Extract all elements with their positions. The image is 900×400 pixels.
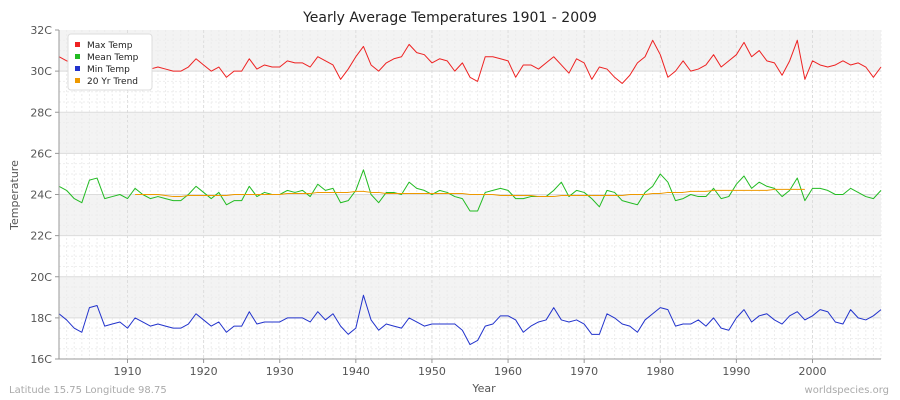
min-temp-series-line xyxy=(58,294,882,346)
x-tick-label: 1970 xyxy=(570,365,598,378)
max-temp-legend-swatch xyxy=(75,42,80,47)
y-tick-label: 20C xyxy=(30,271,52,284)
coordinates-caption: Latitude 15.75 Longitude 98.75 xyxy=(9,385,167,396)
x-tick-label: 1920 xyxy=(190,365,218,378)
axes: 16C 18C 20C 22C 24C 26C 28C 30C 32C 1910 1920 1930 1… xyxy=(30,24,881,378)
20-yr-trend-legend-label: 20 Yr Trend xyxy=(87,77,138,87)
y-tick-label: 32C xyxy=(30,24,52,37)
legend: Max Temp Mean Temp Min Temp 20 Yr Trend xyxy=(67,33,153,91)
x-tick-label: 1910 xyxy=(114,365,142,378)
x-axis-label: Year xyxy=(471,382,496,395)
y-tick-label: 30C xyxy=(30,65,52,78)
legend-box xyxy=(67,33,153,91)
mean-temp-series-line xyxy=(58,169,882,212)
x-tick-label: 1980 xyxy=(646,365,674,378)
y-tick-label: 26C xyxy=(30,147,52,160)
20-yr-trend-series-line xyxy=(135,188,805,198)
y-tick-label: 24C xyxy=(30,189,52,202)
x-tick-label: 1950 xyxy=(418,365,446,378)
mean-temp-legend-label: Mean Temp xyxy=(87,53,139,63)
20-yr-trend-legend-swatch xyxy=(75,78,80,83)
y-tick-label: 18C xyxy=(30,312,52,325)
y-axis-label: Temperature xyxy=(8,160,21,231)
series-layer xyxy=(58,39,882,346)
chart-title: Yearly Average Temperatures 1901 - 2009 xyxy=(302,10,597,26)
x-tick-label: 1940 xyxy=(342,365,370,378)
x-tick-label: 1960 xyxy=(494,365,522,378)
y-tick-label: 16C xyxy=(30,353,52,366)
min-temp-legend-label: Min Temp xyxy=(87,65,130,75)
max-temp-series-line xyxy=(58,39,882,84)
x-tick-label: 1990 xyxy=(722,365,750,378)
y-tick-label: 28C xyxy=(30,106,52,119)
mean-temp-legend-swatch xyxy=(75,54,80,59)
source-caption: worldspecies.org xyxy=(804,385,889,396)
min-temp-legend-swatch xyxy=(75,66,80,71)
x-tick-label: 1930 xyxy=(266,365,294,378)
x-tick-label: 2000 xyxy=(799,365,827,378)
y-tick-label: 22C xyxy=(30,230,52,243)
max-temp-legend-label: Max Temp xyxy=(87,41,133,51)
